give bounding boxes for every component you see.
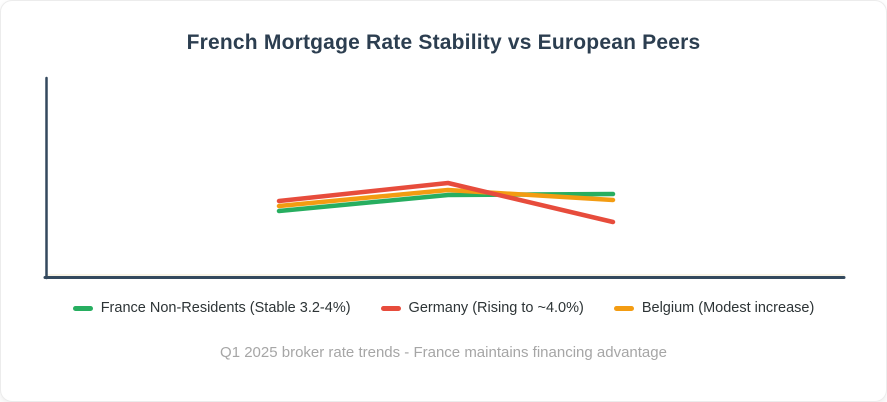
chart-title: French Mortgage Rate Stability vs Europe… [186, 31, 701, 54]
belgium-series-swatch [613, 305, 634, 311]
germany-series-swatch [380, 305, 401, 311]
legend-item-germany[interactable]: Germany (Rising to ~4.0%) [380, 300, 584, 316]
legend-item-belgium[interactable]: Belgium (Modest increase) [613, 300, 815, 316]
legend-item-france[interactable]: France Non-Residents (Stable 3.2-4%) [72, 300, 351, 316]
legend-label-france: France Non-Residents (Stable 3.2-4%) [100, 300, 351, 316]
legend-label-belgium: Belgium (Modest increase) [641, 300, 815, 316]
chart-legend: France Non-Residents (Stable 3.2-4%) Ger… [1, 300, 886, 316]
chart-caption: Q1 2025 broker rate trends - France main… [220, 344, 667, 361]
france-series-swatch [72, 305, 93, 311]
legend-label-germany: Germany (Rising to ~4.0%) [408, 300, 584, 316]
